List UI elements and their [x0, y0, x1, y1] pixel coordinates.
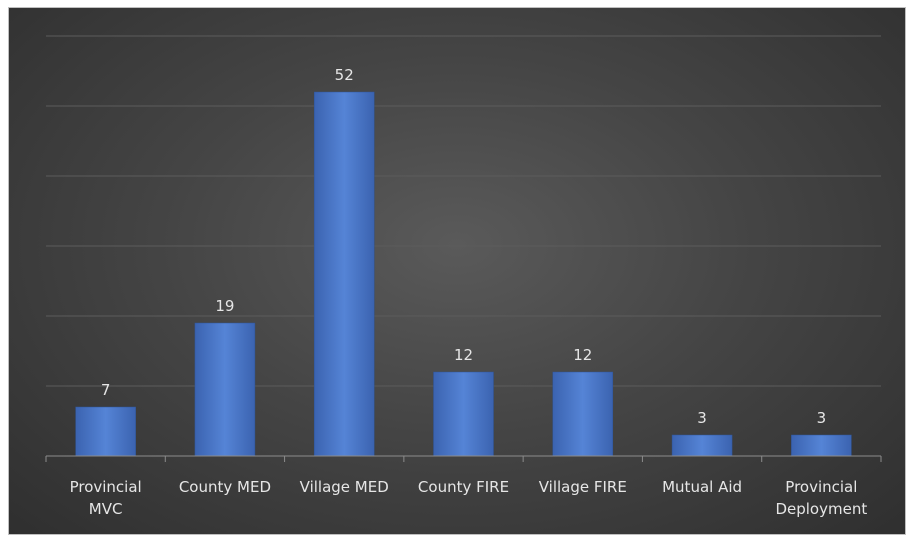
category-label: Provincial	[70, 478, 142, 496]
category-label: County MED	[179, 478, 271, 496]
data-label: 7	[101, 381, 111, 399]
bar	[433, 371, 494, 457]
bars	[75, 91, 852, 457]
category-label: Mutual Aid	[662, 478, 742, 496]
category-label: Village FIRE	[539, 478, 627, 496]
bar	[313, 91, 375, 457]
bar	[671, 434, 733, 457]
category-label: County FIRE	[418, 478, 509, 496]
data-label: 52	[335, 66, 354, 84]
gridlines	[46, 35, 881, 387]
category-label: Provincial	[785, 478, 857, 496]
data-label: 3	[817, 409, 827, 427]
category-labels: Provincial MVC County MED Village MED County…	[70, 478, 868, 518]
chart-frame: 7 19 52 12 12 3 3 Provincial MVC County MED Villa…	[8, 7, 906, 535]
category-label: MVC	[89, 500, 123, 518]
bar	[552, 371, 614, 457]
data-label: 19	[215, 297, 234, 315]
x-axis-ticks	[45, 456, 882, 462]
bar	[791, 434, 852, 457]
category-label: Deployment	[775, 500, 867, 518]
data-label: 12	[573, 346, 592, 364]
bar-chart: 7 19 52 12 12 3 3 Provincial MVC County MED Villa…	[45, 35, 882, 518]
category-label: Village MED	[300, 478, 389, 496]
bar	[75, 406, 136, 457]
bar	[194, 322, 256, 457]
data-label: 12	[454, 346, 473, 364]
data-label: 3	[697, 409, 707, 427]
value-labels: 7 19 52 12 12 3 3	[101, 66, 826, 427]
